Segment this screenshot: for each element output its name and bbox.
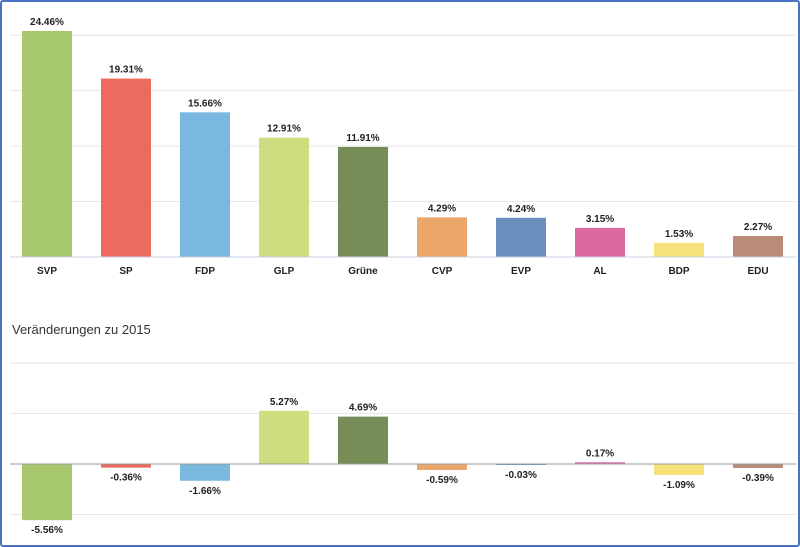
data-label: -0.03%: [505, 470, 537, 481]
data-label: 11.91%: [346, 133, 379, 144]
x-tick-label: FDP: [195, 266, 215, 277]
x-tick-label: GLP: [274, 266, 295, 277]
change-bar-sp: [101, 464, 151, 468]
change-bar-glp: [259, 410, 309, 464]
x-tick-label: SP: [119, 266, 133, 277]
bar-cvp: [417, 217, 467, 257]
data-label: 4.24%: [507, 204, 535, 215]
change-bar-bdp: [654, 464, 704, 476]
data-label: 24.46%: [30, 17, 64, 28]
change-bar-grüne: [338, 416, 388, 464]
change-chart-title: Veränderungen zu 2015: [12, 322, 151, 337]
data-label: 19.31%: [109, 65, 143, 76]
change-bar-cvp: [417, 464, 467, 470]
bar-sp: [101, 78, 151, 258]
bar-fdp: [180, 112, 230, 257]
bar-al: [575, 227, 625, 257]
change-bar-edu: [733, 464, 783, 468]
x-tick-label: BDP: [668, 266, 689, 277]
bar-svp: [22, 30, 72, 258]
data-label: -0.36%: [110, 473, 142, 484]
data-label: -0.39%: [742, 473, 774, 484]
x-tick-label: CVP: [432, 266, 453, 277]
data-label: -0.59%: [426, 475, 458, 486]
x-tick-label: Grüne: [348, 266, 378, 277]
data-label: 0.17%: [586, 448, 614, 459]
x-tick-label: EVP: [511, 266, 531, 277]
x-tick-label: EDU: [747, 266, 768, 277]
bar-bdp: [654, 242, 704, 257]
change-bar-al: [575, 462, 625, 464]
data-label: 2.27%: [744, 222, 772, 233]
data-label: 5.27%: [270, 397, 298, 408]
bar-edu: [733, 236, 783, 257]
bar-glp: [259, 137, 309, 257]
data-label: 3.15%: [586, 214, 614, 225]
data-label: -5.56%: [31, 525, 63, 536]
data-label: -1.66%: [189, 486, 221, 497]
bar-evp: [496, 217, 546, 257]
data-label: 1.53%: [665, 229, 693, 240]
bar-grüne: [338, 146, 388, 257]
data-label: 12.91%: [267, 124, 301, 135]
data-label: 4.69%: [349, 403, 377, 414]
data-label: 4.29%: [428, 203, 456, 214]
x-tick-label: SVP: [37, 266, 57, 277]
data-label: -1.09%: [663, 480, 695, 491]
change-bar-svp: [22, 464, 72, 521]
data-label: 15.66%: [188, 98, 222, 109]
change-bar-fdp: [180, 464, 230, 481]
x-tick-label: AL: [593, 266, 606, 277]
